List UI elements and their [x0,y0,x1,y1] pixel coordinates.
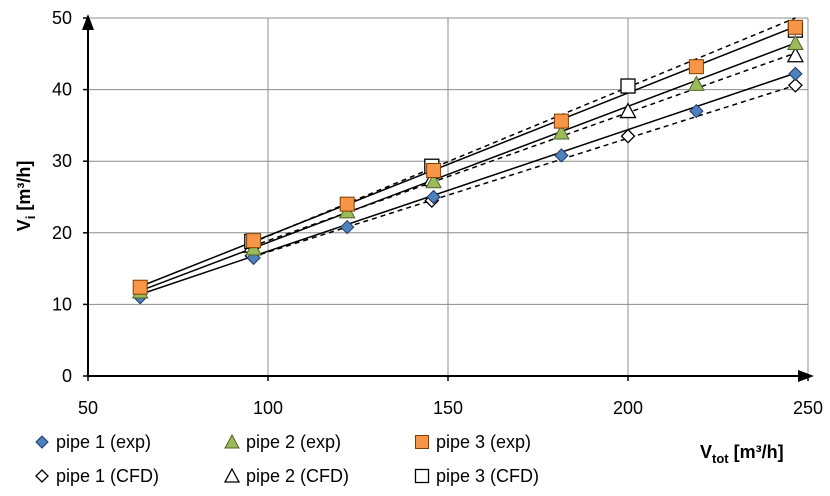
legend-label: pipe 1 (CFD) [56,466,159,486]
x-axis-arrow [798,370,814,382]
y-axis-arrow [82,14,94,30]
x-tick-label: 200 [613,398,643,418]
fit-line [251,84,796,258]
fit-line [251,17,796,244]
data-point [339,196,355,212]
legend-marker [224,433,240,449]
data-point [788,66,803,82]
legend-marker [35,469,49,483]
data-point [426,189,441,205]
data-point [619,102,637,119]
data-point [786,46,804,63]
data-point [787,19,803,35]
data-points [131,19,804,305]
x-tick-label: 250 [793,398,823,418]
data-point [553,113,569,129]
fit-line [251,52,796,248]
data-point [787,34,804,51]
legend-marker [223,467,241,483]
legend: pipe 1 (exp) pipe 2 (exp) pipe 3 (exp) pipe… [35,432,539,486]
y-tick-label: 10 [52,294,72,314]
data-point [688,75,705,91]
data-point [620,128,636,144]
legend-marker [414,468,430,484]
data-point [246,233,262,249]
y-tick-label: 0 [62,366,72,386]
legend-marker [35,435,49,449]
x-tick-label: 100 [253,398,283,418]
x-tick-label: 50 [78,398,98,418]
grid [88,17,809,376]
data-point [132,279,148,295]
data-point [425,172,442,189]
x-tick-label: 150 [433,398,463,418]
data-point [553,124,570,140]
tick-labels: 50 100 150 200 250 0 10 20 30 40 50 [52,8,823,418]
y-tick-label: 30 [52,151,72,171]
data-point [688,59,704,75]
axes [82,14,814,382]
y-axis-title: Vi [m³/h] [14,161,38,232]
data-point [620,78,636,94]
data-point [787,77,803,93]
legend-label: pipe 3 (exp) [436,432,531,452]
data-point [554,148,569,163]
legend-marker [415,435,429,449]
legend-label: pipe 3 (CFD) [436,466,539,486]
legend-label: pipe 2 (exp) [246,432,341,452]
legend-label: pipe 2 (CFD) [246,466,349,486]
data-point [426,163,442,179]
legend-label: pipe 1 (exp) [56,432,151,452]
data-point [689,103,704,119]
y-tick-label: 50 [52,8,72,28]
data-point [339,219,355,235]
y-tick-label: 40 [52,80,72,100]
x-axis-title: Vtot [m³/h] [700,442,784,466]
y-tick-label: 20 [52,223,72,243]
